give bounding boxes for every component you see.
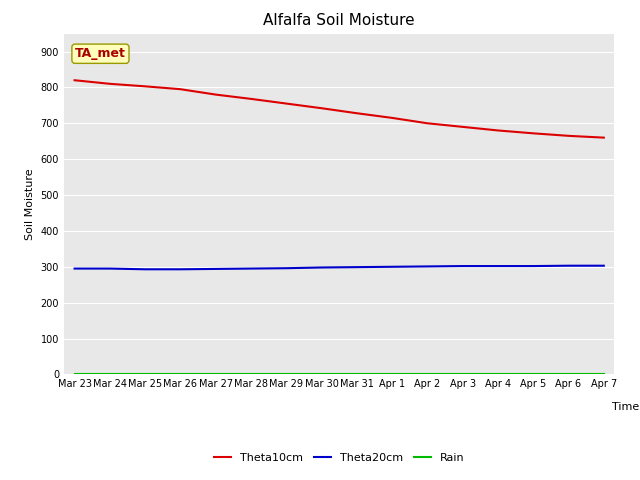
Text: TA_met: TA_met	[75, 47, 126, 60]
X-axis label: Time: Time	[612, 402, 639, 412]
Rain	[459, 371, 467, 377]
Theta10cm	[71, 77, 79, 83]
Theta20cm	[317, 264, 325, 270]
Rain	[424, 371, 431, 377]
Theta10cm	[177, 86, 184, 92]
Theta10cm	[494, 128, 502, 133]
Legend: Theta10cm, Theta20cm, Rain: Theta10cm, Theta20cm, Rain	[210, 448, 468, 467]
Rain	[564, 371, 572, 377]
Rain	[106, 371, 114, 377]
Rain	[212, 371, 220, 377]
Rain	[247, 371, 255, 377]
Rain	[71, 371, 79, 377]
Theta20cm	[388, 264, 396, 270]
Theta20cm	[177, 266, 184, 272]
Y-axis label: Soil Moisture: Soil Moisture	[25, 168, 35, 240]
Theta20cm	[106, 266, 114, 272]
Theta10cm	[388, 115, 396, 121]
Theta10cm	[424, 120, 431, 126]
Theta20cm	[212, 266, 220, 272]
Theta20cm	[247, 266, 255, 272]
Rain	[388, 371, 396, 377]
Rain	[282, 371, 290, 377]
Rain	[353, 371, 361, 377]
Theta20cm	[600, 263, 607, 269]
Theta10cm	[564, 133, 572, 139]
Theta20cm	[353, 264, 361, 270]
Rain	[600, 371, 607, 377]
Theta20cm	[494, 263, 502, 269]
Line: Theta20cm: Theta20cm	[75, 266, 604, 269]
Theta20cm	[529, 263, 537, 269]
Rain	[317, 371, 325, 377]
Theta20cm	[141, 266, 149, 272]
Theta10cm	[317, 105, 325, 111]
Theta10cm	[282, 101, 290, 107]
Theta20cm	[564, 263, 572, 269]
Theta10cm	[529, 131, 537, 136]
Theta20cm	[282, 265, 290, 271]
Theta10cm	[353, 110, 361, 116]
Theta20cm	[459, 263, 467, 269]
Theta10cm	[459, 124, 467, 130]
Theta20cm	[71, 266, 79, 272]
Theta20cm	[424, 264, 431, 269]
Rain	[494, 371, 502, 377]
Theta10cm	[212, 92, 220, 97]
Rain	[177, 371, 184, 377]
Theta10cm	[106, 81, 114, 87]
Line: Theta10cm: Theta10cm	[75, 80, 604, 138]
Theta10cm	[247, 96, 255, 102]
Theta10cm	[600, 135, 607, 141]
Theta10cm	[141, 84, 149, 89]
Title: Alfalfa Soil Moisture: Alfalfa Soil Moisture	[264, 13, 415, 28]
Rain	[141, 371, 149, 377]
Rain	[529, 371, 537, 377]
